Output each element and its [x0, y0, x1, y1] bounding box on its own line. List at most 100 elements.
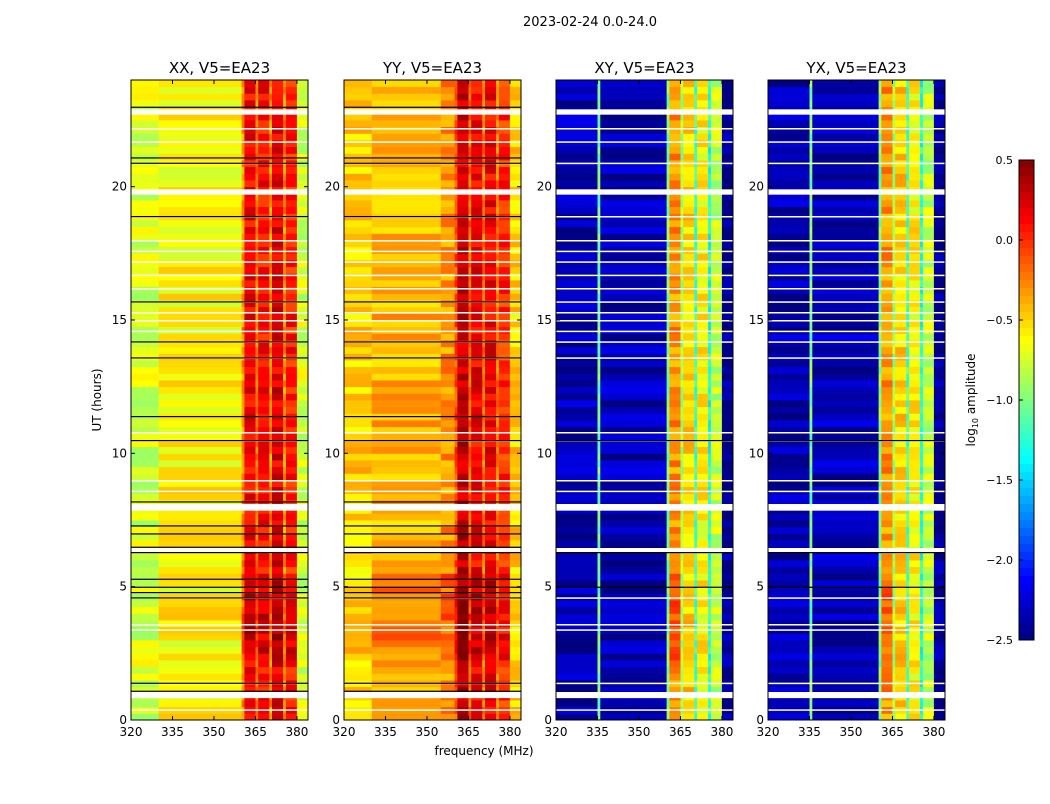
heatmap-cell — [881, 86, 893, 94]
heatmap-cell — [809, 586, 813, 594]
heatmap-cell — [697, 580, 709, 588]
heatmap-cell — [812, 380, 880, 388]
heatmap-cell — [922, 140, 935, 148]
heatmap-cell — [244, 606, 256, 614]
heatmap-cell — [666, 286, 670, 294]
heatmap-cell — [482, 180, 486, 188]
heatmap-cell — [933, 653, 946, 661]
heatmap-cell — [694, 613, 698, 621]
heatmap-cell — [697, 133, 709, 141]
heatmap-cell — [683, 440, 695, 448]
heatmap-cell — [371, 426, 442, 434]
heatmap-cell — [721, 540, 734, 548]
heatmap-cell — [809, 126, 813, 134]
colorbar-segment — [1019, 208, 1034, 217]
heatmap-cell — [454, 260, 458, 268]
heatmap-cell — [371, 146, 442, 154]
heatmap-cell — [158, 253, 243, 261]
heatmap-cell — [269, 533, 273, 541]
heatmap-cell — [906, 360, 910, 368]
heatmap-cell — [556, 573, 598, 581]
heatmap-cell — [878, 360, 882, 368]
heatmap-cell — [485, 253, 497, 261]
colorbar-segment — [1019, 232, 1034, 241]
heatmap-cell — [454, 80, 458, 88]
heatmap-cell — [285, 593, 298, 601]
heatmap-cell — [600, 113, 668, 121]
flag-boundary-line — [344, 586, 521, 588]
heatmap-cell — [683, 246, 695, 254]
heatmap-cell — [909, 466, 921, 474]
heatmap-cell — [697, 573, 709, 581]
heatmap-cell — [471, 446, 483, 454]
heatmap-cell — [721, 513, 734, 521]
heatmap-cell — [371, 300, 442, 308]
heatmap-cell — [283, 353, 287, 361]
heatmap-cell — [922, 120, 935, 128]
heatmap-cell — [809, 646, 813, 654]
heatmap-cell — [680, 573, 684, 581]
heatmap-cell — [680, 580, 684, 588]
heatmap-cell — [158, 200, 243, 208]
heatmap-cell — [895, 306, 907, 314]
heatmap-cell — [906, 486, 910, 494]
heatmap-cell — [597, 253, 601, 261]
heatmap-cell — [768, 620, 810, 628]
heatmap-cell — [669, 180, 681, 188]
heatmap-cell — [468, 606, 472, 614]
heatmap-cell — [509, 486, 522, 494]
heatmap-cell — [556, 653, 598, 661]
heatmap-cell — [509, 600, 522, 608]
heatmap-cell — [933, 566, 946, 574]
heatmap-cell — [597, 633, 601, 641]
heatmap-cell — [881, 646, 893, 654]
heatmap-cell — [454, 360, 458, 368]
heatmap-cell — [244, 426, 256, 434]
heatmap-cell — [485, 226, 497, 234]
heatmap-cell — [440, 646, 455, 654]
heatmap-cell — [485, 533, 497, 541]
heatmap-cell — [255, 153, 259, 161]
heatmap-cell — [255, 326, 259, 334]
heatmap-cell — [895, 93, 907, 101]
heatmap-cell — [471, 166, 483, 174]
heatmap-cell — [158, 600, 243, 608]
heatmap-cell — [344, 226, 373, 234]
heatmap-cell — [669, 593, 681, 601]
heatmap-cell — [468, 246, 472, 254]
heatmap-cell — [482, 400, 486, 408]
heatmap-cell — [468, 146, 472, 154]
heatmap-cell — [131, 593, 160, 601]
heatmap-cell — [920, 540, 924, 548]
heatmap-cell — [708, 113, 712, 121]
heatmap-cell — [597, 360, 601, 368]
heatmap-cell — [892, 493, 896, 501]
heatmap-cell — [906, 566, 910, 574]
heatmap-cell — [272, 93, 284, 101]
heatmap-cell — [485, 420, 497, 428]
heatmap-cell — [680, 393, 684, 401]
heatmap-cell — [485, 540, 497, 548]
flag-boundary-line — [344, 157, 521, 159]
heatmap-cell — [694, 433, 698, 441]
heatmap-cell — [272, 226, 284, 234]
heatmap-cell — [285, 586, 298, 594]
heatmap-cell — [710, 333, 723, 341]
heatmap-cell — [131, 560, 160, 568]
heatmap-cell — [933, 700, 946, 708]
flagged-row — [131, 692, 308, 699]
flagged-line — [556, 624, 733, 626]
heatmap-cell — [768, 173, 810, 181]
heatmap-cell — [933, 300, 946, 308]
heatmap-cell — [906, 540, 910, 548]
heatmap-cell — [457, 493, 469, 501]
heatmap-cell — [244, 613, 256, 621]
heatmap-cell — [708, 586, 712, 594]
heatmap-cell — [244, 666, 256, 674]
heatmap-cell — [697, 453, 709, 461]
heatmap-cell — [881, 426, 893, 434]
heatmap-cell — [809, 653, 813, 661]
heatmap-cell — [440, 173, 455, 181]
heatmap-cell — [708, 673, 712, 681]
heatmap-cell — [710, 326, 723, 334]
